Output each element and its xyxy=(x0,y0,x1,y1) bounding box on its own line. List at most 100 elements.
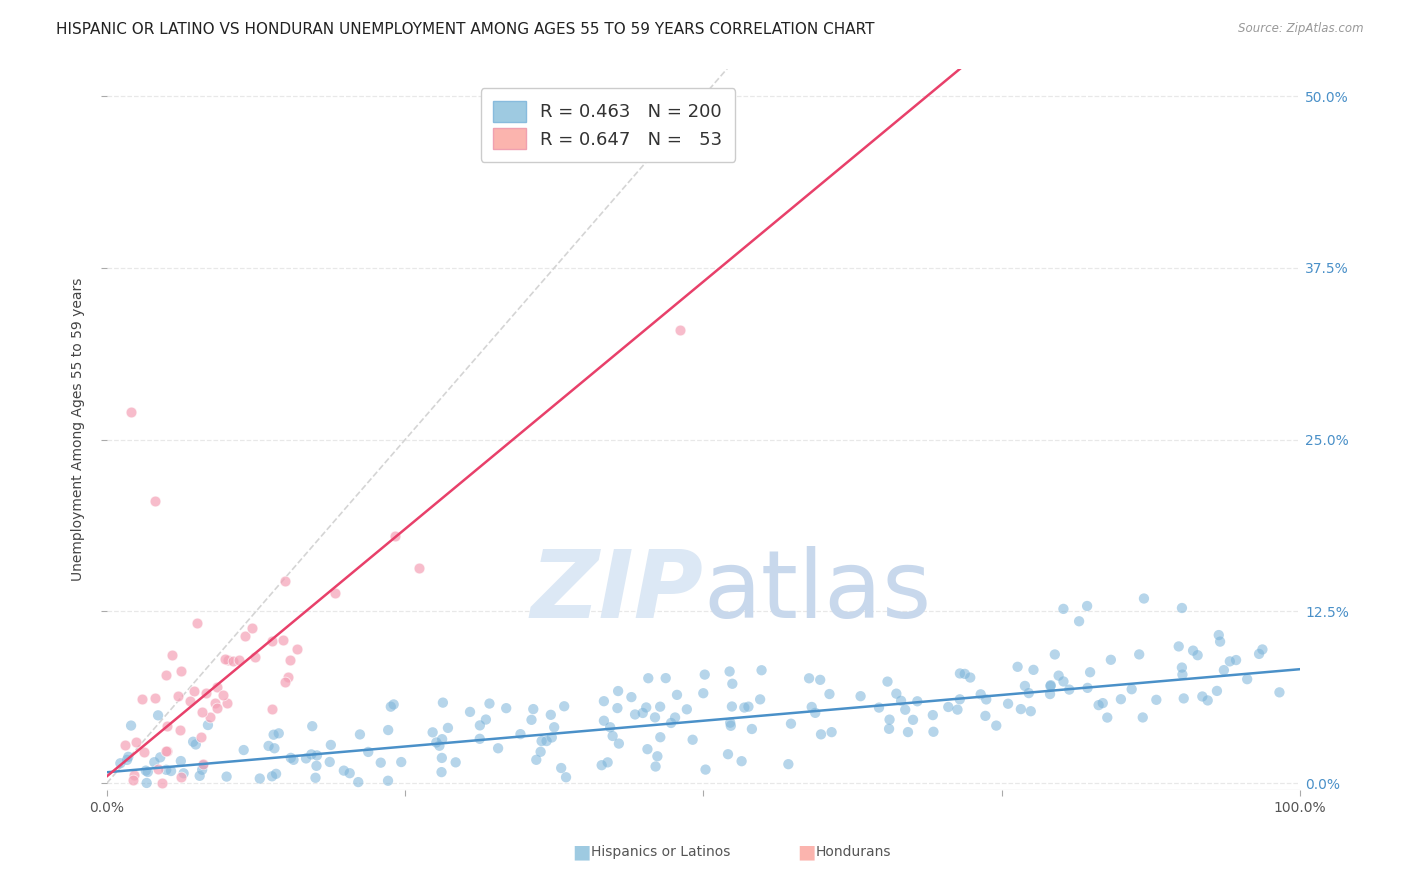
Point xyxy=(333,764,356,778)
Point xyxy=(277,670,299,684)
Point xyxy=(654,671,676,685)
Point xyxy=(741,722,763,736)
Point xyxy=(191,705,214,719)
Point xyxy=(1043,648,1066,662)
Point xyxy=(1171,601,1194,615)
Point xyxy=(721,677,744,691)
Point xyxy=(720,719,742,733)
Point xyxy=(170,754,193,768)
Point xyxy=(1191,690,1213,704)
Point xyxy=(1109,692,1132,706)
Point xyxy=(249,772,271,786)
Point xyxy=(922,724,945,739)
Point xyxy=(468,718,491,732)
Point xyxy=(143,494,166,508)
Point xyxy=(160,764,183,778)
Point xyxy=(555,770,578,784)
Point xyxy=(305,748,328,763)
Point xyxy=(170,664,193,678)
Point xyxy=(232,743,254,757)
Point xyxy=(143,690,166,705)
Point xyxy=(155,668,177,682)
Point xyxy=(1052,674,1074,689)
Point xyxy=(1039,687,1062,701)
Point xyxy=(1133,591,1156,606)
Text: atlas: atlas xyxy=(703,546,932,638)
Point xyxy=(890,694,912,708)
Point xyxy=(114,738,136,752)
Point xyxy=(1052,602,1074,616)
Point xyxy=(530,734,553,748)
Point xyxy=(620,690,643,705)
Point xyxy=(1067,614,1090,628)
Point xyxy=(1076,599,1098,613)
Point xyxy=(117,749,139,764)
Point xyxy=(131,692,153,706)
Point xyxy=(520,713,543,727)
Point xyxy=(235,629,257,643)
Point xyxy=(1209,634,1232,648)
Point xyxy=(191,758,214,772)
Point xyxy=(274,574,297,588)
Point xyxy=(1236,672,1258,686)
Point xyxy=(953,666,976,681)
Point xyxy=(868,700,890,714)
Point xyxy=(155,744,177,758)
Point xyxy=(749,692,772,706)
Point xyxy=(1014,679,1036,693)
Point xyxy=(357,745,380,759)
Point xyxy=(636,742,658,756)
Point xyxy=(509,727,531,741)
Point xyxy=(949,692,972,706)
Point xyxy=(240,621,263,635)
Point xyxy=(524,753,547,767)
Point xyxy=(437,721,460,735)
Point xyxy=(1078,665,1101,680)
Point xyxy=(540,731,562,745)
Point xyxy=(377,723,399,737)
Point xyxy=(1167,640,1189,654)
Point xyxy=(1173,691,1195,706)
Point xyxy=(215,770,238,784)
Point xyxy=(733,700,755,714)
Point xyxy=(149,750,172,764)
Point xyxy=(115,753,138,767)
Point xyxy=(650,699,672,714)
Point xyxy=(959,671,981,685)
Point xyxy=(170,770,193,784)
Point xyxy=(986,718,1008,732)
Point xyxy=(664,710,686,724)
Text: ■: ■ xyxy=(572,842,591,862)
Point xyxy=(682,732,704,747)
Point xyxy=(550,761,572,775)
Point xyxy=(897,725,920,739)
Point xyxy=(160,648,183,663)
Point xyxy=(183,684,205,698)
Point xyxy=(778,757,800,772)
Point xyxy=(408,561,430,575)
Point xyxy=(644,710,666,724)
Point xyxy=(212,688,235,702)
Point xyxy=(349,727,371,741)
Point xyxy=(188,769,211,783)
Point xyxy=(1087,698,1109,712)
Point xyxy=(718,665,741,679)
Point xyxy=(666,688,689,702)
Point xyxy=(198,710,221,724)
Point xyxy=(1059,682,1081,697)
Point xyxy=(430,765,453,780)
Point xyxy=(879,713,901,727)
Point xyxy=(591,758,613,772)
Point xyxy=(901,713,924,727)
Point xyxy=(730,754,752,768)
Point xyxy=(319,738,342,752)
Point xyxy=(596,756,619,770)
Point xyxy=(458,705,481,719)
Point xyxy=(1010,702,1032,716)
Point xyxy=(273,632,295,647)
Text: Hispanics or Latinos: Hispanics or Latinos xyxy=(591,845,730,859)
Point xyxy=(808,673,831,687)
Point xyxy=(167,689,190,703)
Point xyxy=(905,694,928,708)
Point xyxy=(780,716,803,731)
